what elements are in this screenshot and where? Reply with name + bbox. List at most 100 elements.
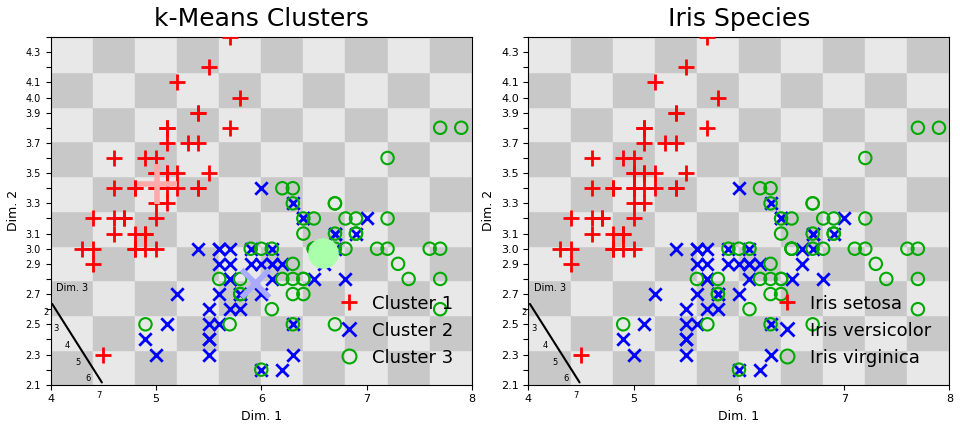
Point	[732, 291, 747, 298]
Bar	[177, 176, 219, 211]
Bar	[739, 2, 781, 37]
Bar	[177, 72, 219, 107]
Bar	[346, 0, 388, 2]
Point	[433, 306, 448, 313]
Bar	[93, 211, 135, 246]
Bar	[697, 176, 739, 211]
Bar	[514, 107, 556, 141]
Bar	[303, 0, 346, 2]
Point	[805, 200, 821, 207]
Point	[753, 366, 768, 373]
Point	[732, 366, 747, 373]
Bar	[346, 72, 388, 107]
Text: 2: 2	[43, 308, 49, 316]
Bar	[697, 2, 739, 37]
Point	[805, 230, 821, 237]
Bar	[739, 280, 781, 315]
Point	[857, 215, 873, 222]
Point	[232, 291, 248, 298]
Bar	[570, 107, 612, 141]
Point	[158, 124, 174, 131]
Point	[117, 215, 132, 222]
Point	[433, 245, 448, 252]
Bar	[528, 72, 570, 107]
Point	[878, 276, 894, 283]
Bar	[93, 141, 135, 176]
Point	[138, 245, 154, 252]
Bar	[823, 176, 865, 211]
Point	[626, 215, 641, 222]
Bar	[430, 211, 471, 246]
Point	[910, 124, 925, 131]
Point	[710, 291, 726, 298]
Point	[211, 321, 227, 328]
Point	[380, 215, 396, 222]
Bar	[303, 107, 346, 141]
Bar	[949, 350, 960, 385]
Bar	[528, 37, 570, 72]
Bar	[93, 0, 135, 2]
Point	[774, 215, 789, 222]
Bar	[261, 211, 303, 246]
Point	[636, 124, 652, 131]
Point	[700, 124, 715, 131]
Bar	[261, 37, 303, 72]
Point	[805, 321, 821, 328]
Bar	[346, 280, 388, 315]
Point	[306, 276, 322, 283]
Bar	[528, 211, 570, 246]
Point	[128, 185, 143, 192]
Point	[900, 245, 915, 252]
Point	[285, 276, 300, 283]
Point	[626, 185, 641, 192]
Point	[679, 170, 694, 177]
Bar	[430, 72, 471, 107]
Bar	[697, 107, 739, 141]
Bar	[261, 350, 303, 385]
Bar	[907, 211, 949, 246]
Bar	[949, 280, 960, 315]
Point	[721, 245, 736, 252]
Bar	[219, 176, 261, 211]
Point	[784, 276, 800, 283]
Bar	[865, 246, 907, 280]
Point	[317, 261, 332, 267]
Bar	[781, 315, 823, 350]
Point	[836, 215, 852, 222]
Point	[201, 306, 216, 313]
Point	[296, 215, 311, 222]
Bar	[528, 246, 570, 280]
Point	[710, 94, 726, 101]
Bar	[612, 246, 655, 280]
Bar	[612, 141, 655, 176]
Bar	[514, 72, 556, 107]
Point	[763, 276, 779, 283]
Bar	[612, 280, 655, 315]
Point	[552, 245, 567, 252]
Bar	[739, 0, 781, 2]
Point	[647, 291, 662, 298]
Text: 4: 4	[542, 341, 547, 350]
Point	[763, 200, 779, 207]
Bar	[346, 211, 388, 246]
Bar	[528, 141, 570, 176]
Point	[201, 336, 216, 343]
Bar	[907, 72, 949, 107]
Point	[148, 245, 163, 252]
Point	[158, 200, 174, 207]
Point	[359, 215, 374, 222]
Point	[689, 321, 705, 328]
Y-axis label: Dim. 2: Dim. 2	[482, 190, 495, 231]
Point	[679, 336, 694, 343]
Point	[107, 215, 122, 222]
Point	[327, 200, 343, 207]
Bar	[865, 141, 907, 176]
Bar	[697, 246, 739, 280]
Text: 6: 6	[85, 374, 91, 383]
Point	[348, 230, 364, 237]
Bar	[949, 176, 960, 211]
Point	[85, 261, 101, 267]
Point	[296, 230, 311, 237]
Bar	[823, 246, 865, 280]
Text: 3: 3	[532, 324, 537, 333]
